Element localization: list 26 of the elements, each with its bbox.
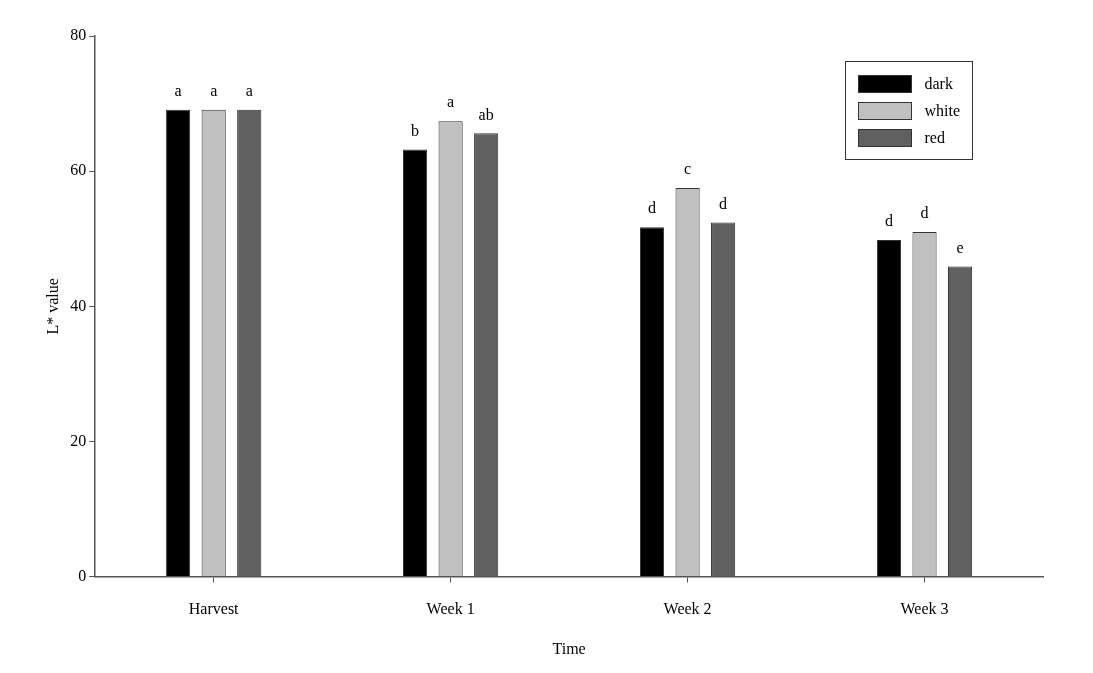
data-label: a	[245, 81, 253, 99]
legend-label: red	[924, 128, 945, 147]
data-label: d	[884, 212, 893, 230]
x-tick-label: Week 1	[426, 600, 475, 618]
y-tick-label: 20	[70, 431, 87, 449]
data-label: ab	[478, 105, 494, 123]
x-tick-label: Week 3	[900, 600, 949, 618]
y-axis-title: L* value	[43, 278, 61, 335]
data-label: e	[956, 238, 964, 256]
legend-label: dark	[924, 74, 953, 93]
y-tick-label: 0	[78, 566, 87, 584]
data-label: d	[920, 204, 929, 222]
data-label: a	[174, 81, 182, 99]
y-tick-label: 60	[70, 161, 87, 179]
y-tick-label: 40	[70, 296, 87, 314]
legend-label: white	[924, 101, 960, 120]
data-label: a	[210, 81, 218, 99]
x-tick-label: Harvest	[188, 600, 240, 618]
data-label: b	[411, 121, 420, 139]
data-label: c	[684, 160, 692, 178]
data-label: d	[648, 199, 657, 217]
data-label: a	[447, 93, 455, 111]
x-tick-label: Week 2	[663, 600, 712, 618]
y-tick-label: 80	[70, 26, 87, 44]
data-label: d	[719, 194, 728, 212]
x-axis-title: Time	[552, 639, 586, 657]
